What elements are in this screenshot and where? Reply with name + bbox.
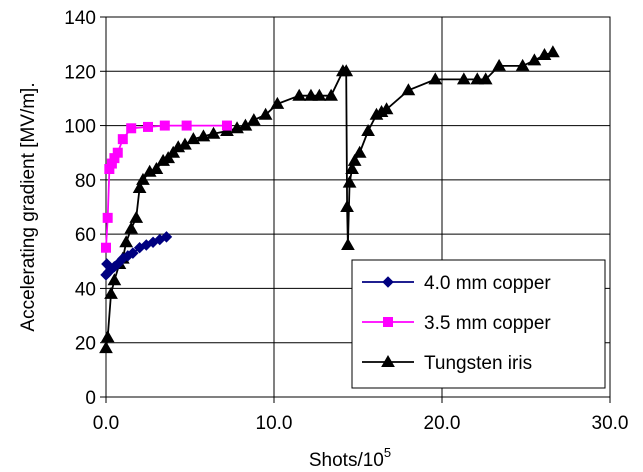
y-tick-label: 140	[64, 8, 96, 29]
y-axis-title: Accelerating gradient [MV/m].	[18, 82, 39, 331]
x-tick-label: 0.0	[93, 413, 119, 434]
data-point	[160, 231, 173, 243]
x-axis-title: Shots/105	[309, 445, 391, 471]
data-point	[100, 330, 115, 343]
data-point	[206, 126, 221, 139]
data-point	[546, 45, 560, 58]
y-tick-label: 0	[85, 388, 96, 409]
data-point	[124, 221, 139, 234]
data-point	[119, 235, 134, 248]
data-point	[102, 212, 113, 223]
x-tick-label: 30.0	[592, 413, 629, 434]
data-point	[401, 83, 416, 96]
data-point	[101, 242, 111, 253]
data-point	[478, 72, 493, 85]
data-point	[312, 88, 327, 101]
data-point	[515, 58, 530, 71]
data-point	[186, 132, 201, 145]
x-tick-label: 10.0	[256, 413, 293, 434]
y-tick-label: 40	[75, 279, 96, 300]
series-3-5-mm-copper	[101, 120, 232, 253]
legend-label: 4.0 mm copper	[424, 273, 551, 294]
data-point	[379, 102, 394, 115]
y-tick-label: 100	[64, 117, 96, 138]
data-point	[492, 58, 506, 71]
data-point	[270, 96, 285, 109]
data-point	[246, 113, 261, 126]
data-point	[341, 237, 355, 250]
series-4-0-mm-copper	[100, 231, 173, 281]
data-point	[345, 161, 359, 174]
data-point	[340, 199, 354, 212]
legend-layer: 4.0 mm copper 3.5 mm copper Tungsten iris	[351, 259, 606, 389]
data-point	[129, 210, 144, 223]
data-point	[107, 273, 122, 286]
data-point	[143, 121, 153, 132]
data-point	[352, 145, 367, 158]
data-point	[428, 72, 443, 85]
x-tick-label: 20.0	[424, 413, 461, 434]
y-tick-label: 80	[75, 171, 96, 192]
legend-marker	[381, 354, 395, 367]
data-point	[104, 286, 118, 299]
data-point	[347, 153, 362, 166]
data-point	[361, 123, 375, 136]
data-point	[456, 72, 471, 85]
data-point	[292, 88, 307, 101]
data-point	[159, 120, 170, 131]
axis-layer: 0 20 40 60 80 100 120 140 0.0 10.0 20.0 30.0	[64, 8, 628, 434]
data-point	[136, 172, 150, 185]
series-layer	[99, 45, 560, 354]
data-point	[117, 134, 128, 145]
data-point	[470, 72, 485, 85]
legend-label: Tungsten iris	[424, 353, 532, 374]
x-axis-title-superscript: 5	[384, 445, 391, 460]
y-tick-label: 60	[75, 225, 96, 246]
data-point	[127, 247, 139, 259]
data-point	[196, 129, 211, 142]
data-point	[132, 180, 147, 193]
data-point	[342, 175, 357, 188]
legend-marker	[382, 276, 394, 288]
series-tungsten-iris	[99, 45, 560, 354]
legend-marker	[383, 317, 393, 327]
data-point	[99, 341, 113, 354]
data-point	[221, 120, 232, 131]
data-point	[339, 64, 354, 77]
data-point	[527, 53, 542, 66]
data-point	[149, 161, 164, 174]
y-tick-label: 20	[75, 334, 96, 355]
data-point	[181, 120, 192, 131]
y-tick-label: 120	[64, 62, 96, 83]
data-point	[304, 88, 318, 101]
data-point	[126, 123, 137, 134]
legend-label: 3.5 mm copper	[424, 313, 551, 334]
data-point	[258, 107, 273, 120]
data-point	[324, 88, 338, 101]
data-point	[112, 147, 123, 158]
